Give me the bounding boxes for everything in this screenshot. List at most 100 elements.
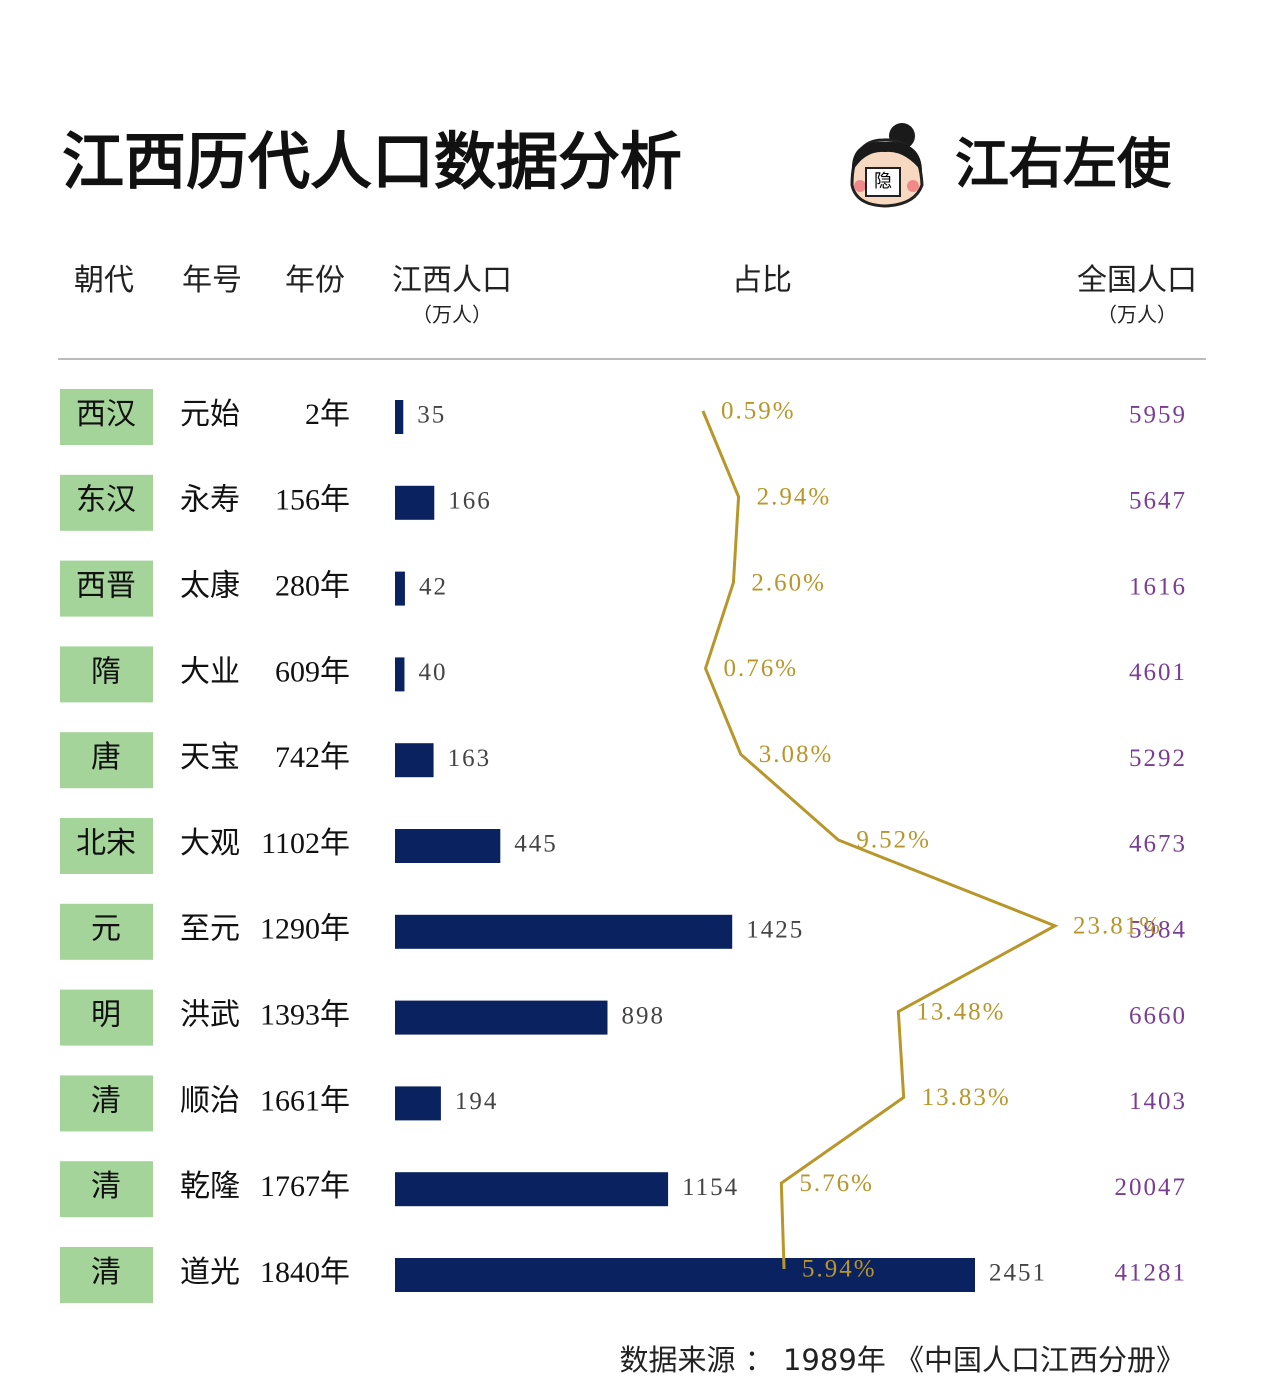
national-pop: 41281	[1115, 1260, 1188, 1287]
year: 156年	[275, 484, 350, 517]
dynasty: 清	[91, 1084, 121, 1117]
header: 占比	[732, 264, 792, 297]
share-label: 0.76%	[724, 655, 799, 682]
bar-label: 166	[448, 488, 492, 515]
national-pop: 1616	[1129, 573, 1187, 600]
share-label: 3.08%	[759, 741, 834, 768]
reign: 元始	[180, 398, 240, 431]
bar	[395, 400, 404, 434]
national-pop: 6660	[1129, 1002, 1187, 1029]
bar	[395, 914, 733, 949]
header: 年号	[182, 264, 242, 297]
bar-label: 42	[419, 573, 448, 600]
header: 朝代	[74, 264, 134, 297]
reign: 至元	[180, 913, 240, 946]
dynasty-box	[60, 732, 153, 789]
dynasty-box	[60, 1075, 153, 1132]
header: 全国人口	[1077, 264, 1197, 297]
national-pop: 4673	[1129, 831, 1187, 858]
dynasty-box	[60, 389, 153, 445]
bar	[395, 743, 434, 778]
national-pop: 5647	[1129, 488, 1187, 515]
year: 1661年	[260, 1084, 350, 1117]
year: 1767年	[260, 1170, 350, 1203]
dynasty: 隋	[91, 655, 121, 688]
year: 1290年	[260, 913, 350, 946]
bar	[395, 1086, 441, 1121]
dynasty: 清	[91, 1170, 121, 1203]
bar	[395, 1258, 975, 1292]
year: 609年	[275, 655, 350, 688]
bar-label: 163	[448, 745, 492, 772]
dynasty: 清	[91, 1256, 121, 1289]
share-label: 13.83%	[922, 1084, 1011, 1111]
bar-label: 35	[417, 402, 446, 429]
reign: 乾隆	[180, 1170, 240, 1203]
header: 年份	[285, 264, 345, 297]
reign: 永寿	[180, 484, 240, 517]
year: 742年	[275, 741, 350, 774]
title: 江西历代人口数据分析	[62, 125, 682, 198]
bar-label: 1154	[682, 1174, 739, 1201]
share-label: 0.59%	[721, 398, 796, 425]
share-label: 2.94%	[757, 484, 832, 511]
reign: 道光	[180, 1256, 240, 1289]
brand: 江右左使	[955, 133, 1172, 196]
dynasty-box	[60, 1161, 153, 1218]
dynasty: 唐	[91, 741, 121, 774]
year: 2年	[305, 398, 350, 431]
bar	[395, 571, 405, 606]
share-line	[701, 410, 1059, 1270]
share-label: 9.52%	[856, 827, 931, 854]
dynasty-box	[60, 1247, 153, 1303]
bar-label: 2451	[989, 1260, 1047, 1287]
header-unit: （万人）	[412, 304, 492, 327]
bar	[395, 1000, 608, 1035]
dynasty: 元	[91, 913, 121, 946]
dynasty: 东汉	[76, 484, 136, 517]
reign: 大观	[180, 827, 240, 860]
reign: 天宝	[180, 741, 240, 774]
bar	[395, 829, 501, 863]
reign: 太康	[180, 569, 240, 602]
dynasty: 西晋	[76, 569, 136, 602]
dynasty-box	[60, 989, 153, 1046]
dynasty-box	[60, 560, 153, 617]
bar-label: 898	[622, 1002, 666, 1029]
logo: 隐	[850, 123, 924, 208]
national-pop: 5959	[1129, 402, 1187, 429]
header-unit: （万人）	[1097, 304, 1177, 327]
bar-label: 445	[514, 831, 558, 858]
year: 1393年	[260, 998, 350, 1031]
bar	[395, 657, 405, 692]
national-pop: 20047	[1115, 1174, 1188, 1201]
dynasty: 北宋	[76, 827, 136, 860]
national-pop: 5292	[1129, 745, 1187, 772]
dynasty-box	[60, 646, 153, 703]
dynasty-box	[60, 474, 153, 531]
source: 数据来源 ： 1989年 《中国人口江西分册》	[620, 1343, 1185, 1377]
share-label: 23.81%	[1073, 913, 1162, 940]
dynasty: 明	[91, 998, 121, 1031]
national-pop: 1403	[1129, 1088, 1187, 1115]
dynasty-box	[60, 818, 153, 874]
reign: 洪武	[180, 998, 240, 1031]
bar-label: 194	[455, 1088, 499, 1115]
share-label: 2.60%	[751, 569, 826, 596]
bar-label: 40	[418, 659, 447, 686]
year: 1102年	[261, 827, 350, 860]
bar-label: 1425	[746, 917, 804, 944]
reign: 大业	[180, 655, 240, 688]
reign: 顺治	[180, 1084, 240, 1117]
header: 江西人口	[392, 264, 512, 297]
share-label: 5.94%	[802, 1256, 877, 1283]
national-pop: 4601	[1129, 659, 1187, 686]
bar	[395, 485, 435, 520]
year: 280年	[275, 569, 350, 602]
year: 1840年	[260, 1256, 350, 1289]
logo-text: 隐	[874, 171, 892, 191]
share-label: 5.76%	[799, 1170, 874, 1197]
share-label: 13.48%	[916, 998, 1005, 1025]
bar	[395, 1172, 669, 1207]
